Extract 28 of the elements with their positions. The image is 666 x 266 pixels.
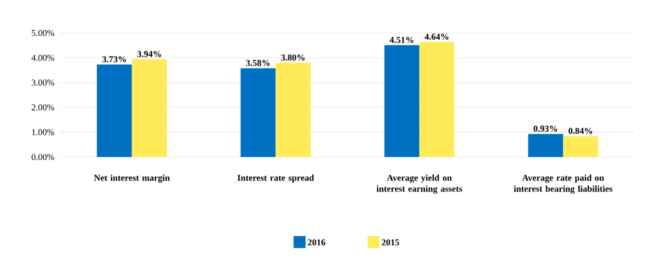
data-label: 3.73% xyxy=(102,56,126,62)
data-label: 0.93% xyxy=(534,126,558,132)
data-label: 0.84% xyxy=(568,128,592,134)
y-tick-label: 4.00% xyxy=(31,54,54,61)
bar xyxy=(132,59,167,157)
data-label: 4.51% xyxy=(390,36,414,43)
y-tick-label: 3.00% xyxy=(32,80,54,86)
bar xyxy=(96,64,132,157)
bar xyxy=(240,68,276,157)
y-tick-label: 1.00% xyxy=(32,129,54,136)
x-tick-label: Average rate paid on interest bearing liabilities xyxy=(514,174,612,194)
x-tick-label: Interest rate spread xyxy=(237,174,314,183)
bar xyxy=(419,42,454,157)
bar xyxy=(528,134,564,157)
data-label: 3.94% xyxy=(137,50,161,58)
y-tick-label: 5.00% xyxy=(32,30,54,36)
legend-label: 2015 xyxy=(382,239,400,246)
legend-label: 2016 xyxy=(308,239,326,246)
bar xyxy=(276,62,311,157)
x-tick-label: Net interest margin xyxy=(94,174,170,183)
x-tick-label: Average yield on interest earning assets xyxy=(376,174,462,194)
data-label: 3.80% xyxy=(281,54,305,61)
data-label: 3.58% xyxy=(246,60,270,66)
data-label: 4.64% xyxy=(424,34,448,40)
y-tick-label: 2.00% xyxy=(32,104,54,110)
bar xyxy=(384,45,420,157)
bar xyxy=(563,136,598,157)
y-tick-label: 0.00% xyxy=(32,154,54,160)
